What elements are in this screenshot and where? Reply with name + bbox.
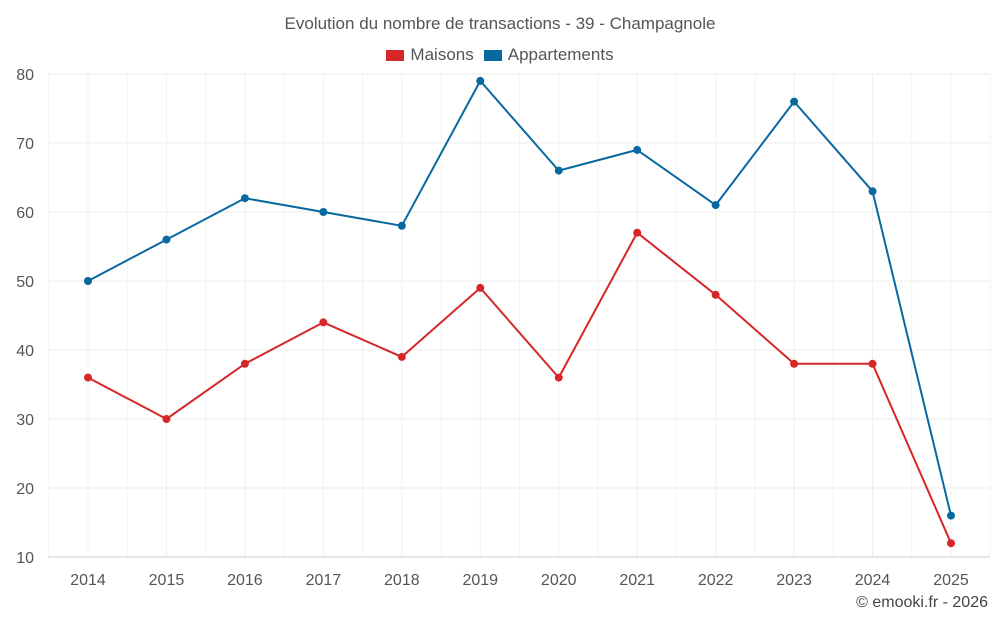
data-point-maisons[interactable] — [633, 228, 642, 237]
legend-item-maisons[interactable]: Maisons — [386, 45, 474, 65]
series-line-maisons — [87, 231, 952, 544]
x-tick-label: 2019 — [462, 572, 498, 589]
legend-swatch-maisons — [386, 49, 405, 61]
x-tick-label: 2024 — [855, 572, 891, 589]
y-tick-label: 20 — [16, 481, 34, 498]
data-point-appartements[interactable] — [947, 511, 955, 520]
data-point-maisons[interactable] — [476, 283, 485, 292]
data-point-maisons[interactable] — [162, 415, 171, 423]
axes: 10 20 30 40 50 60 70 80 2014 2015 2016 2017 2018 2019… — [16, 67, 990, 589]
data-point-maisons[interactable] — [554, 373, 563, 382]
series — [84, 76, 955, 548]
y-tick-label: 10 — [16, 550, 34, 567]
data-point-maisons[interactable] — [868, 359, 877, 368]
series-line-appartements — [87, 79, 952, 516]
data-point-maisons[interactable] — [84, 373, 92, 382]
data-point-appartements[interactable] — [554, 166, 563, 175]
data-point-maisons[interactable] — [947, 539, 955, 548]
data-point-appartements[interactable] — [319, 208, 328, 216]
y-tick-label: 70 — [16, 136, 34, 153]
y-tick-label: 30 — [16, 412, 34, 429]
legend-label-appartements: Appartements — [507, 45, 614, 64]
legend-label-maisons: Maisons — [410, 45, 474, 64]
x-tick-label: 2015 — [149, 572, 185, 589]
data-point-appartements[interactable] — [240, 194, 249, 203]
legend-swatch-appartements — [483, 49, 502, 61]
x-tick-label: 2025 — [933, 572, 969, 589]
data-point-appartements[interactable] — [868, 187, 877, 196]
x-tick-label: 2023 — [776, 572, 812, 589]
y-tick-label: 80 — [16, 67, 34, 84]
data-point-maisons[interactable] — [397, 352, 406, 361]
data-point-appartements[interactable] — [162, 235, 171, 244]
data-point-maisons[interactable] — [240, 359, 249, 368]
x-tick-label: 2022 — [698, 572, 734, 589]
x-tick-label: 2020 — [541, 572, 577, 589]
data-point-appartements[interactable] — [633, 145, 642, 154]
data-point-appartements[interactable] — [476, 76, 485, 85]
x-tick-label: 2018 — [384, 572, 420, 589]
data-point-maisons[interactable] — [711, 290, 720, 299]
data-point-appartements[interactable] — [790, 97, 799, 106]
chart-title: Evolution du nombre de transactions - 39… — [284, 14, 716, 33]
y-tick-label: 40 — [16, 343, 34, 360]
credit-text: © emooki.fr - 2026 — [856, 594, 988, 611]
data-point-appartements[interactable] — [397, 221, 406, 230]
y-tick-label: 60 — [16, 205, 34, 222]
legend: Maisons Appartements — [0, 45, 1000, 65]
x-tick-label: 2016 — [227, 572, 263, 589]
y-tick-label: 50 — [16, 274, 34, 291]
grid — [48, 73, 991, 558]
x-tick-label: 2017 — [306, 572, 342, 589]
legend-item-appartements[interactable]: Appartements — [483, 45, 614, 65]
x-tick-label: 2021 — [619, 572, 655, 589]
data-point-maisons[interactable] — [790, 359, 799, 368]
data-point-maisons[interactable] — [319, 318, 328, 327]
data-point-appartements[interactable] — [84, 277, 92, 285]
x-tick-label: 2014 — [70, 572, 106, 589]
data-point-appartements[interactable] — [711, 201, 720, 210]
